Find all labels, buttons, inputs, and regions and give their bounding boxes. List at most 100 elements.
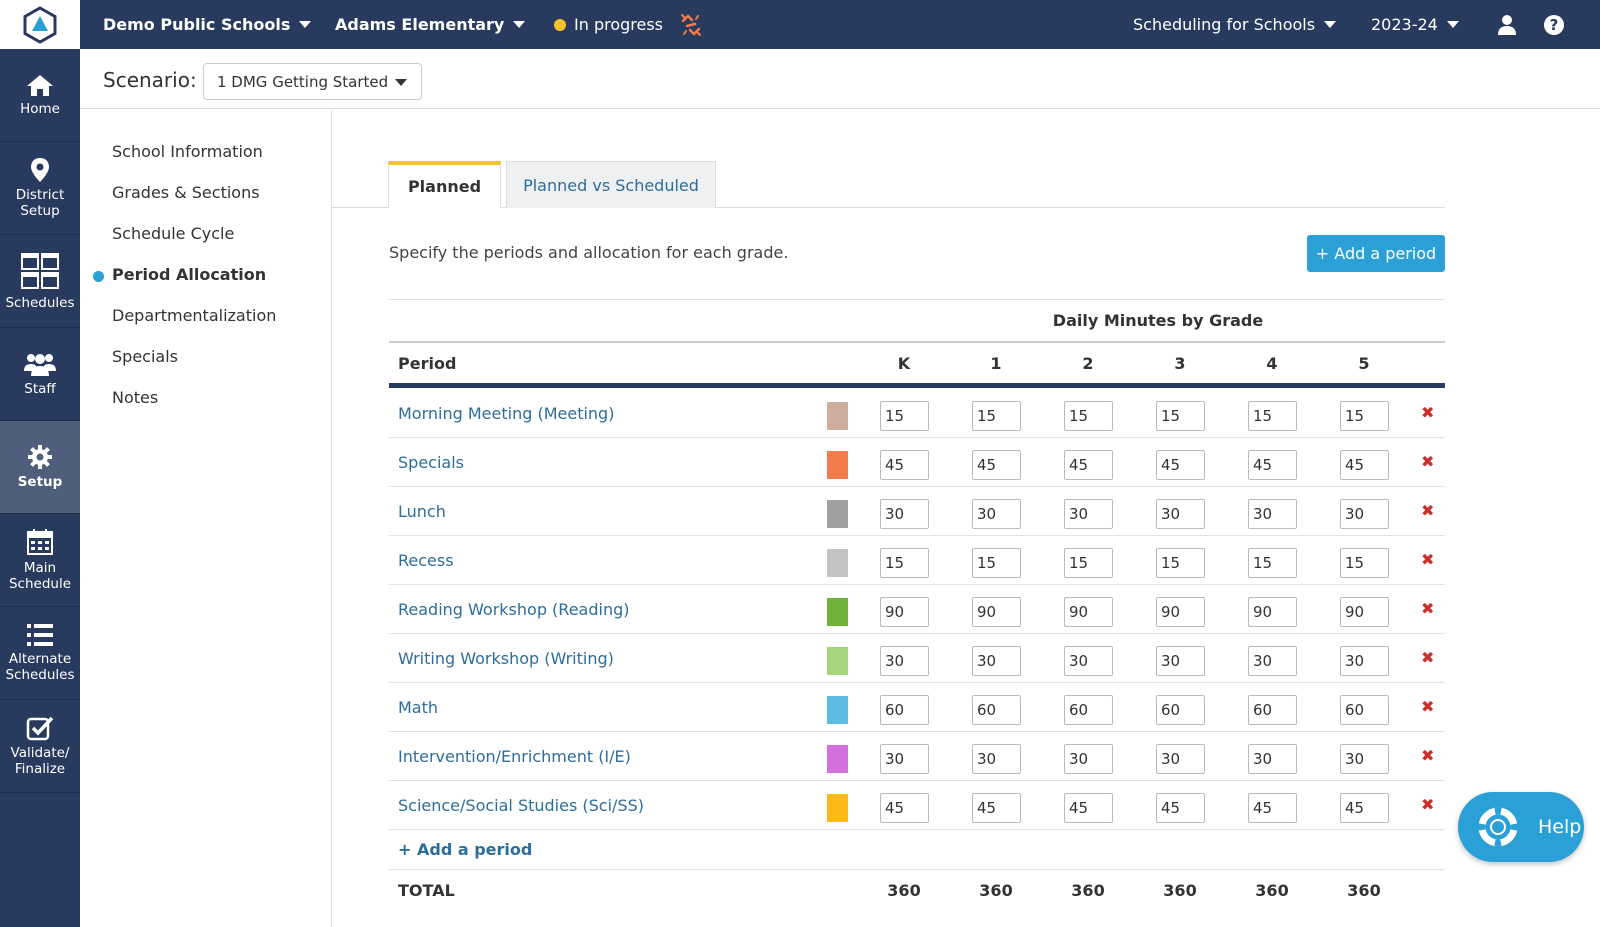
- period-name-link[interactable]: Specials: [398, 453, 464, 472]
- subnav-schedule-cycle[interactable]: Schedule Cycle: [112, 224, 235, 243]
- minutes-input-grade-k[interactable]: 15: [880, 401, 929, 431]
- delete-row-icon[interactable]: ✖: [1421, 550, 1435, 569]
- subnav-departmentalization[interactable]: Departmentalization: [112, 306, 277, 325]
- minutes-input-grade-k[interactable]: 45: [880, 793, 929, 823]
- nav-setup[interactable]: Setup: [0, 421, 80, 514]
- sync-broken-icon[interactable]: [680, 0, 702, 49]
- tab-planned[interactable]: Planned: [388, 161, 501, 208]
- minutes-input-grade-4[interactable]: 60: [1248, 695, 1297, 725]
- minutes-input-grade-4[interactable]: 45: [1248, 450, 1297, 480]
- minutes-input-grade-5[interactable]: 15: [1340, 548, 1389, 578]
- period-color-swatch[interactable]: [827, 500, 848, 528]
- minutes-input-grade-1[interactable]: 15: [972, 401, 1021, 431]
- minutes-input-grade-4[interactable]: 90: [1248, 597, 1297, 627]
- minutes-input-grade-4[interactable]: 15: [1248, 548, 1297, 578]
- minutes-input-grade-k[interactable]: 30: [880, 744, 929, 774]
- minutes-input-grade-5[interactable]: 45: [1340, 793, 1389, 823]
- minutes-input-grade-2[interactable]: 60: [1064, 695, 1113, 725]
- period-name-link[interactable]: Lunch: [398, 502, 446, 521]
- nav-schedules[interactable]: Schedules: [0, 235, 80, 328]
- minutes-input-grade-3[interactable]: 30: [1156, 499, 1205, 529]
- delete-row-icon[interactable]: ✖: [1421, 452, 1435, 471]
- minutes-input-grade-1[interactable]: 45: [972, 450, 1021, 480]
- scenario-select[interactable]: 1 DMG Getting Started: [203, 63, 422, 100]
- period-color-swatch[interactable]: [827, 696, 848, 724]
- delete-row-icon[interactable]: ✖: [1421, 697, 1435, 716]
- minutes-input-grade-1[interactable]: 30: [972, 499, 1021, 529]
- delete-row-icon[interactable]: ✖: [1421, 501, 1435, 520]
- period-name-link[interactable]: Reading Workshop (Reading): [398, 600, 630, 619]
- minutes-input-grade-4[interactable]: 45: [1248, 793, 1297, 823]
- minutes-input-grade-2[interactable]: 90: [1064, 597, 1113, 627]
- minutes-input-grade-5[interactable]: 30: [1340, 744, 1389, 774]
- minutes-input-grade-3[interactable]: 15: [1156, 548, 1205, 578]
- minutes-input-grade-4[interactable]: 30: [1248, 744, 1297, 774]
- delete-row-icon[interactable]: ✖: [1421, 599, 1435, 618]
- minutes-input-grade-3[interactable]: 60: [1156, 695, 1205, 725]
- minutes-input-grade-5[interactable]: 30: [1340, 499, 1389, 529]
- nav-main-schedule[interactable]: Main Schedule: [0, 514, 80, 607]
- minutes-input-grade-2[interactable]: 30: [1064, 499, 1113, 529]
- user-icon[interactable]: [1497, 0, 1517, 49]
- help-button[interactable]: Help: [1458, 792, 1584, 862]
- minutes-input-grade-5[interactable]: 30: [1340, 646, 1389, 676]
- subnav-notes[interactable]: Notes: [112, 388, 159, 407]
- minutes-input-grade-5[interactable]: 90: [1340, 597, 1389, 627]
- nav-staff[interactable]: Staff: [0, 328, 80, 421]
- period-color-swatch[interactable]: [827, 794, 848, 822]
- minutes-input-grade-2[interactable]: 45: [1064, 793, 1113, 823]
- period-name-link[interactable]: Intervention/Enrichment (I/E): [398, 747, 631, 766]
- minutes-input-grade-4[interactable]: 30: [1248, 646, 1297, 676]
- period-color-swatch[interactable]: [827, 745, 848, 773]
- minutes-input-grade-1[interactable]: 30: [972, 646, 1021, 676]
- minutes-input-grade-3[interactable]: 30: [1156, 744, 1205, 774]
- nav-alternate-schedules[interactable]: Alternate Schedules: [0, 607, 80, 700]
- period-name-link[interactable]: Morning Meeting (Meeting): [398, 404, 615, 423]
- period-name-link[interactable]: Recess: [398, 551, 454, 570]
- minutes-input-grade-3[interactable]: 90: [1156, 597, 1205, 627]
- school-selector[interactable]: Adams Elementary: [335, 0, 526, 49]
- period-color-swatch[interactable]: [827, 647, 848, 675]
- minutes-input-grade-1[interactable]: 30: [972, 744, 1021, 774]
- minutes-input-grade-1[interactable]: 60: [972, 695, 1021, 725]
- product-selector[interactable]: Scheduling for Schools: [1133, 0, 1337, 49]
- period-name-link[interactable]: Math: [398, 698, 439, 717]
- period-name-link[interactable]: Science/Social Studies (Sci/SS): [398, 796, 644, 815]
- minutes-input-grade-2[interactable]: 30: [1064, 646, 1113, 676]
- nav-home[interactable]: Home: [0, 49, 80, 142]
- minutes-input-grade-2[interactable]: 15: [1064, 401, 1113, 431]
- delete-row-icon[interactable]: ✖: [1421, 648, 1435, 667]
- subnav-grades-sections[interactable]: Grades & Sections: [112, 183, 260, 202]
- nav-district-setup[interactable]: District Setup: [0, 142, 80, 235]
- nav-validate-finalize[interactable]: Validate/ Finalize: [0, 700, 80, 793]
- minutes-input-grade-1[interactable]: 15: [972, 548, 1021, 578]
- district-selector[interactable]: Demo Public Schools: [103, 0, 312, 49]
- minutes-input-grade-1[interactable]: 45: [972, 793, 1021, 823]
- delete-row-icon[interactable]: ✖: [1421, 746, 1435, 765]
- app-logo[interactable]: [0, 0, 80, 49]
- minutes-input-grade-5[interactable]: 45: [1340, 450, 1389, 480]
- minutes-input-grade-1[interactable]: 90: [972, 597, 1021, 627]
- subnav-period-allocation[interactable]: Period Allocation: [112, 265, 267, 284]
- period-color-swatch[interactable]: [827, 598, 848, 626]
- add-period-link[interactable]: + Add a period: [398, 840, 533, 859]
- minutes-input-grade-4[interactable]: 15: [1248, 401, 1297, 431]
- minutes-input-grade-2[interactable]: 15: [1064, 548, 1113, 578]
- minutes-input-grade-k[interactable]: 15: [880, 548, 929, 578]
- period-name-link[interactable]: Writing Workshop (Writing): [398, 649, 614, 668]
- period-color-swatch[interactable]: [827, 402, 848, 430]
- tab-planned-vs-scheduled[interactable]: Planned vs Scheduled: [506, 161, 716, 208]
- add-period-button[interactable]: + Add a period: [1307, 235, 1445, 272]
- minutes-input-grade-k[interactable]: 30: [880, 646, 929, 676]
- period-color-swatch[interactable]: [827, 549, 848, 577]
- help-circle-icon[interactable]: ?: [1543, 0, 1565, 49]
- minutes-input-grade-4[interactable]: 30: [1248, 499, 1297, 529]
- minutes-input-grade-2[interactable]: 30: [1064, 744, 1113, 774]
- year-selector[interactable]: 2023-24: [1371, 0, 1459, 49]
- minutes-input-grade-k[interactable]: 30: [880, 499, 929, 529]
- minutes-input-grade-3[interactable]: 45: [1156, 793, 1205, 823]
- subnav-school-information[interactable]: School Information: [112, 142, 263, 161]
- minutes-input-grade-k[interactable]: 90: [880, 597, 929, 627]
- delete-row-icon[interactable]: ✖: [1421, 795, 1435, 814]
- period-color-swatch[interactable]: [827, 451, 848, 479]
